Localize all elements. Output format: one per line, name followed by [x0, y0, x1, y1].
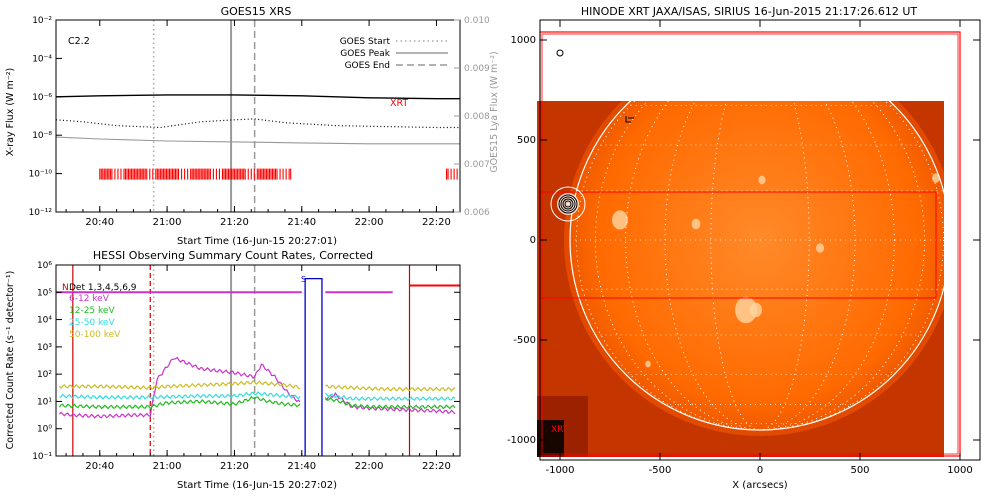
- hessi-series-1: [58, 395, 301, 410]
- goes-ytick-right-label: 0.008: [464, 112, 490, 122]
- xrt-xtick-label: 1000: [947, 465, 972, 476]
- goes-panel: 20:40 21:00 21:20 21:40 22:00 22:20 10⁻¹² 10⁻¹⁰…: [29, 16, 490, 228]
- flare-contour: [564, 200, 572, 208]
- goes-plot-frame: [55, 19, 461, 213]
- flare-contour: [558, 194, 578, 214]
- goes-ytick-label: 10⁻⁶: [32, 93, 52, 103]
- xrt-ytick-label: -500: [513, 335, 536, 346]
- goes-xtick-label: 21:20: [220, 217, 249, 228]
- goes-series-0: [55, 94, 460, 100]
- hessi-plot-frame: [55, 264, 461, 457]
- hessi-ytick-label: 10⁰: [37, 425, 52, 435]
- bright-region: [612, 210, 628, 230]
- xrt-ytick-label: 1000: [511, 35, 536, 46]
- xrt-ytick-label: 500: [517, 135, 536, 146]
- reference-marker: [556, 49, 564, 57]
- goes-xtick-label: 20:40: [85, 217, 114, 228]
- flare-circle-outer: [550, 186, 586, 222]
- xrt-ytick-label: -1000: [507, 435, 536, 446]
- bright-region: [691, 218, 701, 230]
- hessi-ytick-label: 10²: [37, 370, 52, 380]
- goes-ytick-label: 10⁻⁸: [32, 131, 52, 141]
- hessi-series-3: [58, 380, 301, 391]
- xrt-xtick-label: 500: [850, 465, 869, 476]
- xrt-xtick-label: -500: [649, 465, 672, 476]
- solar-disk: [570, 101, 944, 430]
- xrt-xtick-label: -1000: [545, 465, 574, 476]
- hessi-series-0: [325, 391, 456, 415]
- bright-region: [750, 302, 762, 318]
- flare-contour: [562, 198, 574, 210]
- xrt-panel: -1000 -500 0 500 1000 -1000 -500 0 500 1000: [507, 19, 981, 476]
- bright-region: [735, 296, 757, 324]
- hessi-xtick-label: 21:00: [153, 461, 182, 472]
- goes-xtick-label: 22:20: [422, 217, 451, 228]
- hessi-xtick-label: 22:20: [422, 461, 451, 472]
- flare-bright-core: [557, 193, 579, 215]
- goes-series-2: [55, 136, 460, 145]
- bright-region: [758, 175, 766, 185]
- hessi-series-0: [58, 356, 301, 419]
- xrt-xtick-label: 0: [757, 465, 763, 476]
- goes-xtick-label: 21:00: [153, 217, 182, 228]
- hessi-ytick-label: 10³: [37, 343, 52, 353]
- goes-ytick-label: 10⁻¹²: [29, 208, 53, 218]
- xrt-ytick-label: 0: [530, 235, 536, 246]
- hessi-series-2: [59, 391, 301, 400]
- goes-ytick-right-label: 0.009: [464, 64, 490, 74]
- xrt-fov-outer-inset: [541, 33, 959, 455]
- goes-xtick-label: 21:40: [287, 217, 316, 228]
- bright-region: [932, 173, 940, 183]
- hessi-ytick-label: 10⁵: [37, 288, 52, 298]
- goes-ytick-right-label: 0.010: [464, 16, 490, 26]
- hessi-series-3: [325, 384, 456, 392]
- hessi-xtick-label: 22:00: [355, 461, 384, 472]
- goes-ytick-label: 10⁻¹⁰: [29, 170, 53, 180]
- goes-ytick-right-label: 0.007: [464, 160, 490, 170]
- hessi-panel: 20:40 21:00 21:20 21:40 22:00 22:20 10⁻¹ 10⁰ 10¹…: [32, 261, 461, 472]
- goes-ytick-label: 10⁻²: [32, 16, 52, 26]
- hessi-ytick-label: 10⁻¹: [32, 452, 52, 462]
- hessi-series-1: [324, 396, 456, 410]
- goes-ytick-label: 10⁻⁴: [32, 54, 52, 64]
- hessi-xtick-label: 21:20: [220, 461, 249, 472]
- goes-ytick-right-label: 0.006: [464, 208, 490, 218]
- black-corner: [537, 420, 564, 457]
- goes-xtick-label: 22:00: [355, 217, 384, 228]
- bright-region: [816, 243, 824, 253]
- hessi-series-2: [324, 392, 456, 402]
- flare-contour: [560, 196, 576, 212]
- bright-region: [645, 360, 651, 368]
- hessi-ytick-label: 10⁶: [37, 261, 52, 271]
- small-marker: [625, 116, 634, 123]
- hessi-xtick-label: 20:40: [85, 461, 114, 472]
- hessi-xtick-label: 21:40: [287, 461, 316, 472]
- hessi-ytick-label: 10⁴: [37, 316, 52, 326]
- goes-series-1: [55, 118, 460, 129]
- solar-limb: [569, 101, 944, 431]
- xrt-image: [537, 101, 944, 457]
- saa-window: [304, 277, 323, 456]
- hessi-ytick-label: 10¹: [37, 397, 52, 407]
